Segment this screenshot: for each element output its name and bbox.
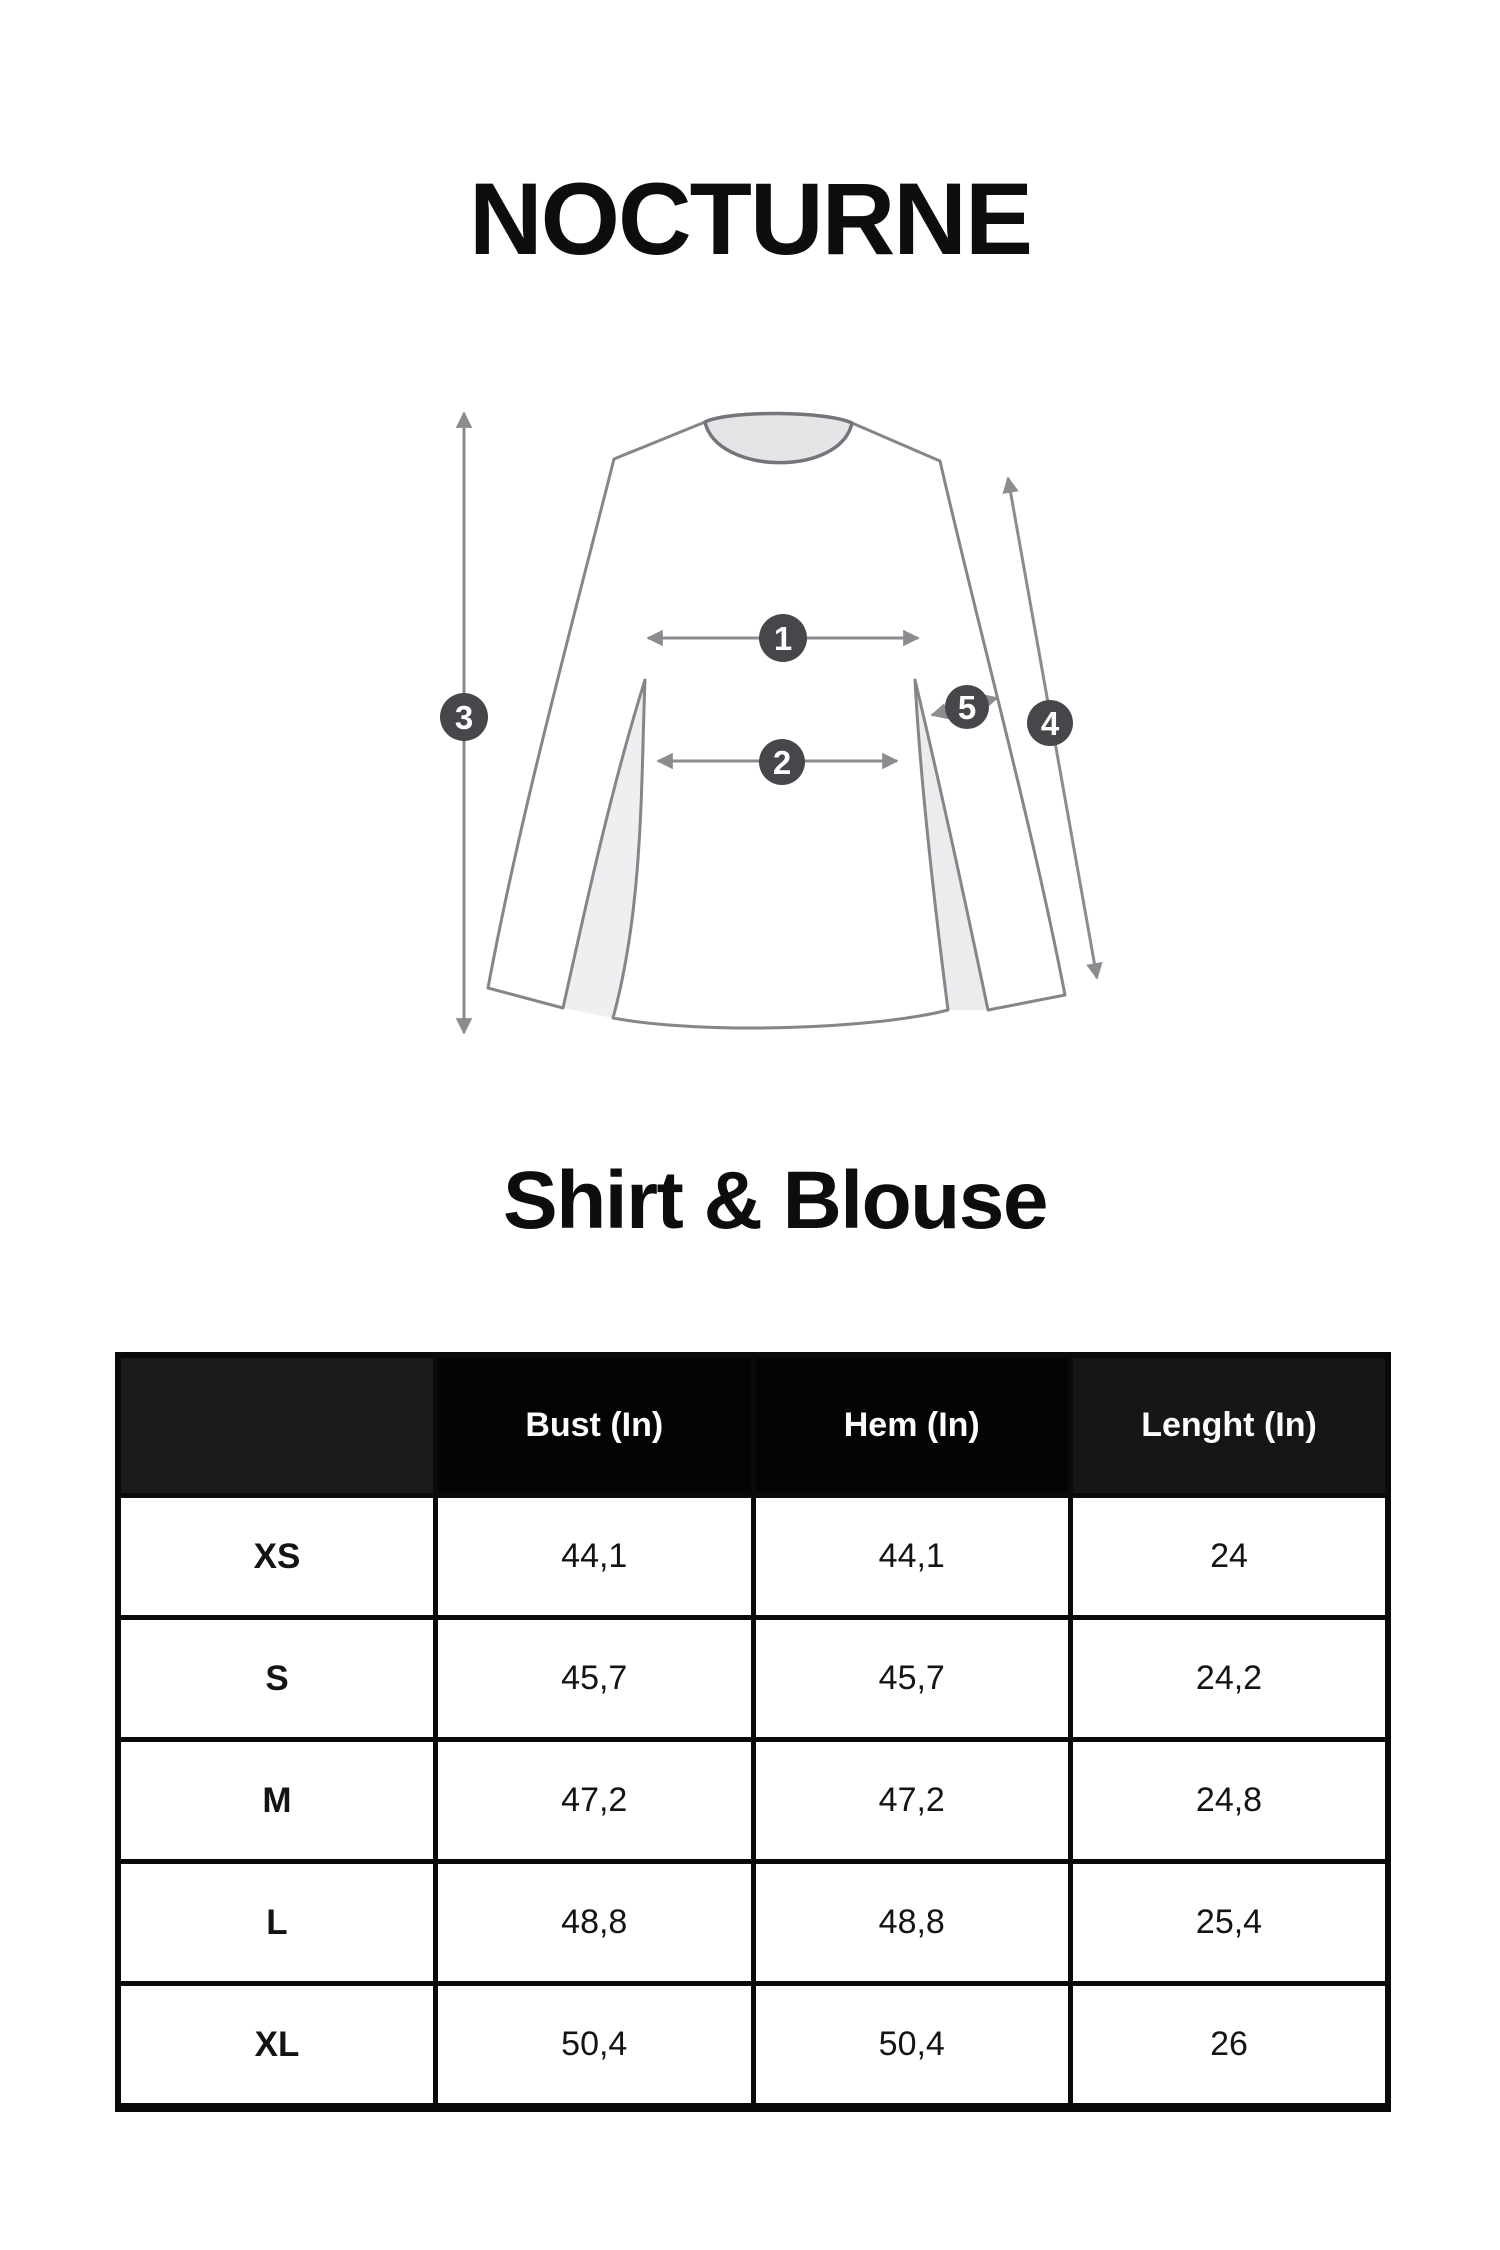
hem-cell: 47,2 [750, 1737, 1073, 1864]
table-row-xl: XL 50,4 50,4 26 [115, 1981, 1391, 2110]
size-chart-header-bust: Bust (In) [433, 1352, 756, 1498]
size-cell: XL [115, 1981, 438, 2110]
marker-5-number: 5 [958, 689, 976, 726]
length-cell: 25,4 [1068, 1859, 1391, 1986]
marker-5-badge: 5 [945, 685, 989, 729]
length-cell: 24,2 [1068, 1615, 1391, 1742]
size-cell: L [115, 1859, 438, 1986]
shirt-illustration [486, 411, 1067, 1030]
size-chart-header-row: Bust (In) Hem (In) Lenght (In) [115, 1352, 1391, 1498]
neck-opening [703, 411, 854, 465]
bust-cell: 44,1 [433, 1493, 756, 1620]
size-chart-header-hem: Hem (In) [750, 1352, 1073, 1498]
hem-cell: 45,7 [750, 1615, 1073, 1742]
marker-1-number: 1 [774, 620, 792, 657]
marker-2-number: 2 [773, 744, 791, 781]
table-row-l: L 48,8 48,8 25,4 [115, 1859, 1391, 1986]
bust-cell: 47,2 [433, 1737, 756, 1864]
length-cell: 24 [1068, 1493, 1391, 1620]
table-row-m: M 47,2 47,2 24,8 [115, 1737, 1391, 1864]
marker-badges: 1 2 3 4 5 [440, 614, 1073, 785]
hem-cell: 44,1 [750, 1493, 1073, 1620]
marker-4-badge: 4 [1027, 700, 1073, 746]
length-cell: 26 [1068, 1981, 1391, 2110]
marker-4-number: 4 [1041, 705, 1060, 742]
length-cell: 24,8 [1068, 1737, 1391, 1864]
bust-cell: 50,4 [433, 1981, 756, 2110]
size-cell: M [115, 1737, 438, 1864]
hem-cell: 48,8 [750, 1859, 1073, 1986]
table-row-s: S 45,7 45,7 24,2 [115, 1615, 1391, 1742]
brand-logo: NOCTURNE [469, 162, 1033, 276]
shirt-measurement-diagram: 1 2 3 4 5 [440, 411, 1103, 1035]
size-cell: S [115, 1615, 438, 1742]
bust-cell: 48,8 [433, 1859, 756, 1986]
table-row-xs: XS 44,1 44,1 24 [115, 1493, 1391, 1620]
shirt-body-fill [488, 413, 1065, 1029]
size-cell: XS [115, 1493, 438, 1620]
size-chart-table: Bust (In) Hem (In) Lenght (In) XS 44,1 4… [115, 1352, 1391, 2112]
page-title: Shirt & Blouse [503, 1155, 1048, 1246]
size-chart-corner-cell [115, 1352, 438, 1498]
bust-cell: 45,7 [433, 1615, 756, 1742]
left-side-shading [563, 680, 645, 1018]
marker-1-badge: 1 [759, 614, 807, 662]
marker-2-badge: 2 [759, 739, 805, 785]
marker-3-badge: 3 [440, 693, 488, 741]
marker-3-number: 3 [455, 699, 473, 736]
hem-cell: 50,4 [750, 1981, 1073, 2110]
size-chart-header-length: Lenght (In) [1068, 1352, 1391, 1498]
